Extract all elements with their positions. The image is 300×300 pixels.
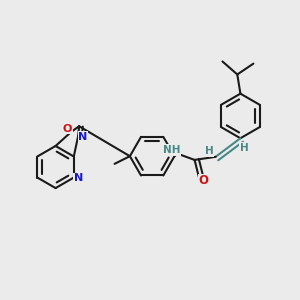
Text: O: O	[198, 175, 208, 188]
Text: NH: NH	[163, 145, 181, 155]
Text: H: H	[240, 142, 248, 152]
Text: H: H	[205, 146, 214, 156]
Text: O: O	[62, 124, 72, 134]
Text: N: N	[78, 131, 87, 142]
Text: N: N	[74, 173, 83, 183]
